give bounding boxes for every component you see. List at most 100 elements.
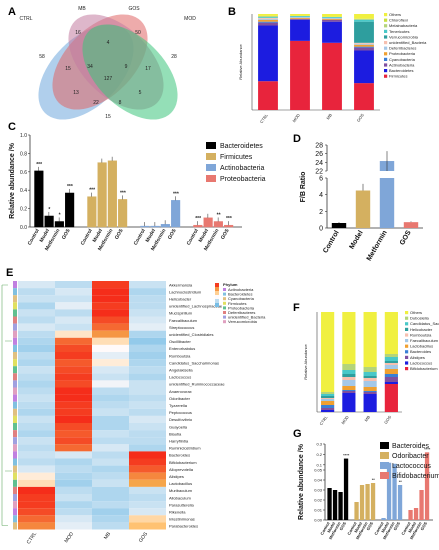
bar [359, 485, 365, 520]
y-tick-label: 24 [315, 160, 323, 167]
y-tick-label: 26 [315, 151, 323, 158]
heatmap-cell [129, 352, 166, 360]
bar-segment [363, 381, 377, 387]
phylum-annotation [13, 501, 17, 509]
heatmap-cell [55, 295, 92, 303]
bar-segment [321, 392, 335, 394]
x-tick-label: GOS [383, 414, 392, 424]
grouped-bar-chart-genus: 0.00 0.01 0.02 0.03 0.04 0.050.1 0.2 0.3 Relativ… [298, 442, 439, 541]
heatmap-cell [92, 472, 129, 480]
legend-label: Verrucomicrobia [228, 319, 258, 324]
phylum-annotation [13, 387, 17, 395]
bar-segment [322, 18, 342, 20]
significance-label: *** [195, 216, 201, 222]
bar-segment [384, 354, 398, 357]
x-tick-label: GOS [419, 521, 428, 531]
legend-swatch [380, 472, 389, 479]
heatmap-cell [55, 465, 92, 473]
heatmap-cell [18, 465, 55, 473]
bar-segment [342, 380, 356, 386]
legend-swatch [206, 164, 216, 171]
heatmap-cell [129, 302, 166, 310]
phylum-annotation [13, 344, 17, 352]
row-label: Lachnoclostridium [169, 289, 202, 294]
heatmap-cell [92, 302, 129, 310]
significance-label: ** [399, 479, 403, 484]
x-tick-label: GOS [399, 229, 413, 246]
row-label: Angelakisella [169, 368, 193, 373]
row-label: Parasutterella [169, 502, 194, 507]
row-label: Lactococcus [169, 375, 191, 380]
legend-label: Lactococcus [410, 360, 432, 365]
legend-swatch [384, 41, 388, 45]
row-label: Guayoella [169, 424, 188, 429]
x-tick-label: GOS [365, 521, 374, 531]
heatmap-cell [18, 394, 55, 402]
genus-heatmap: Akkermansia Lachnoclostridium Helicobacter… [1, 281, 266, 545]
heatmap-cell [55, 401, 92, 409]
heatmap-cell [55, 366, 92, 374]
phylum-annotation [13, 508, 17, 516]
legend-swatch [223, 288, 226, 291]
x-tick-label: GOS [356, 112, 365, 122]
significance-label: * [48, 207, 50, 213]
heatmap-cell [129, 415, 166, 423]
y-tick-label: 0.4 [20, 188, 27, 194]
venn-region-count: 34 [87, 64, 93, 70]
bar-segment [363, 391, 377, 392]
heatmap-cell [92, 330, 129, 338]
legend-swatch [405, 316, 409, 320]
legend-label: Chloroflexi [389, 18, 408, 23]
significance-label: *** [89, 188, 95, 194]
phylum-annotation [13, 515, 17, 523]
legend-label: unidentified_Bacteria [389, 40, 427, 45]
bar-segment [322, 14, 342, 17]
bar-segment [321, 394, 335, 396]
legend-swatch [405, 350, 409, 354]
bar-segment [363, 376, 377, 378]
legend-swatch [384, 74, 388, 78]
venn-region-count: 4 [107, 40, 110, 46]
heatmap-cell [55, 522, 92, 530]
legend-label: Odoribacter [392, 453, 429, 460]
heatmap-cell [18, 479, 55, 487]
legend-swatch [384, 24, 388, 28]
bar-segment [354, 19, 374, 22]
y-tick-label: 0.2 [20, 207, 27, 213]
heatmap-cell [129, 281, 166, 289]
heatmap-cell [55, 494, 92, 502]
phylum-annotation [13, 437, 17, 445]
heatmap-cell [55, 430, 92, 438]
y-tick-label: 0.6 [20, 170, 27, 176]
y-axis-label: F/B Ratio [300, 172, 307, 203]
heatmap-cell [18, 366, 55, 374]
heatmap-cell [92, 494, 129, 502]
bar [424, 452, 430, 520]
heatmap-cell [129, 401, 166, 409]
bar-segment [342, 374, 356, 377]
y-tick-label: 0.1 [316, 462, 322, 467]
bar-segment [258, 21, 278, 23]
legend-label: Verrucomicrobia [389, 34, 419, 39]
heatmap-cell [18, 522, 55, 530]
heatmap-cell [18, 408, 55, 416]
heatmap-cell [129, 309, 166, 317]
heatmap-cell [18, 401, 55, 409]
heatmap-cell [129, 373, 166, 381]
bar-segment [342, 386, 356, 390]
bar-segment [384, 312, 398, 354]
bar-segment [322, 16, 342, 18]
heatmap-cell [55, 472, 92, 480]
venn-region-count: 5 [139, 90, 142, 96]
heatmap-cell [129, 515, 166, 523]
bar-segment [290, 14, 310, 16]
heatmap-cell [129, 508, 166, 516]
y-axis-label: Relative Abundance [303, 343, 308, 379]
legend-swatch [384, 69, 388, 73]
bar-segment [290, 16, 310, 18]
bar [413, 508, 419, 520]
row-label: Alistipes [169, 474, 184, 479]
heatmap-cell [55, 330, 92, 338]
stacked-bar-chart-phylum: Relative Abundance CTRL MOD MB GOS OthersChlo… [238, 12, 427, 124]
